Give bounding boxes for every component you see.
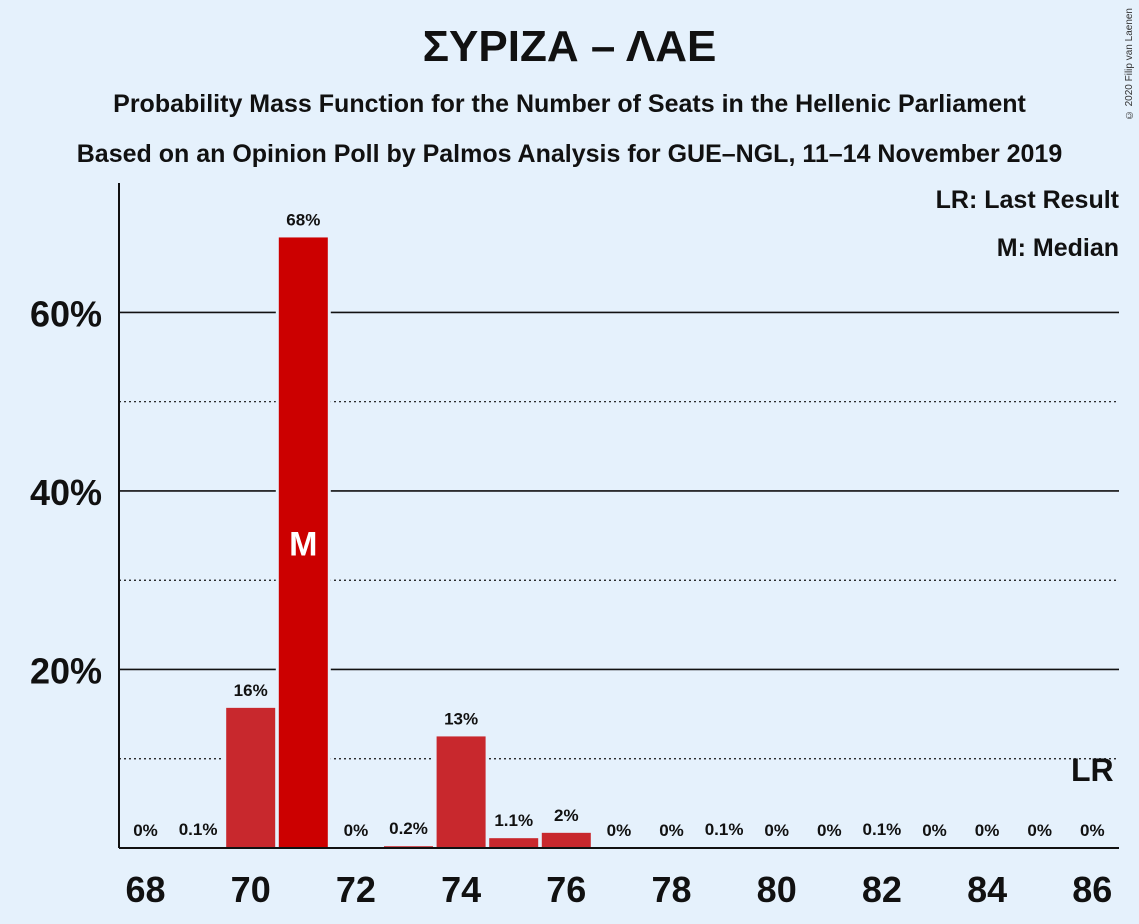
x-tick-label: 78 [651,869,691,910]
data-label: 0% [1080,821,1105,840]
chart-title: ΣΥΡΙΖΑ – ΛΑΕ [422,22,717,71]
legend-last-result: LR: Last Result [935,186,1119,214]
bar-gap [170,844,226,848]
data-label: 0% [344,821,369,840]
bar [489,838,539,848]
data-label: 13% [444,709,478,728]
data-label: 0% [1027,821,1052,840]
x-tick-label: 82 [862,869,902,910]
data-label: 16% [234,681,268,700]
data-label: 0.2% [389,819,428,838]
data-label: 68% [286,210,320,229]
data-label: 0.1% [705,820,744,839]
data-label: 0% [764,821,789,840]
data-label: 2% [554,806,579,825]
data-label: 0% [133,821,158,840]
x-tick-label: 74 [441,869,481,910]
last-result-marker: LR [1071,752,1114,788]
data-label: 0.1% [863,820,902,839]
bar [541,832,591,848]
data-label: 0% [817,821,842,840]
bar-gap [854,844,910,848]
data-label: 0% [975,821,1000,840]
bar [278,237,328,849]
x-tick-label: 80 [757,869,797,910]
data-label: 1.1% [494,811,533,830]
legend-median: M: Median [996,234,1119,262]
y-tick-label: 60% [30,293,102,334]
x-tick-label: 84 [967,869,1007,910]
x-tick-label: 72 [336,869,376,910]
data-label: 0% [922,821,947,840]
y-tick-label: 20% [30,650,102,691]
chart-subtitle: Probability Mass Function for the Number… [113,90,1026,118]
y-tick-label: 40% [30,472,102,513]
data-label: 0% [659,821,684,840]
x-tick-label: 70 [231,869,271,910]
bar-gap [696,844,752,848]
median-marker: M [289,526,317,564]
chart-source-subtitle: Based on an Opinion Poll by Palmos Analy… [76,140,1063,168]
x-tick-label: 86 [1072,869,1112,910]
bar [226,707,276,848]
bar [436,736,486,848]
x-tick-label: 76 [546,869,586,910]
x-tick-label: 68 [125,869,165,910]
bar-gap [381,843,436,848]
data-label: 0% [607,821,632,840]
data-label: 0.1% [179,820,218,839]
